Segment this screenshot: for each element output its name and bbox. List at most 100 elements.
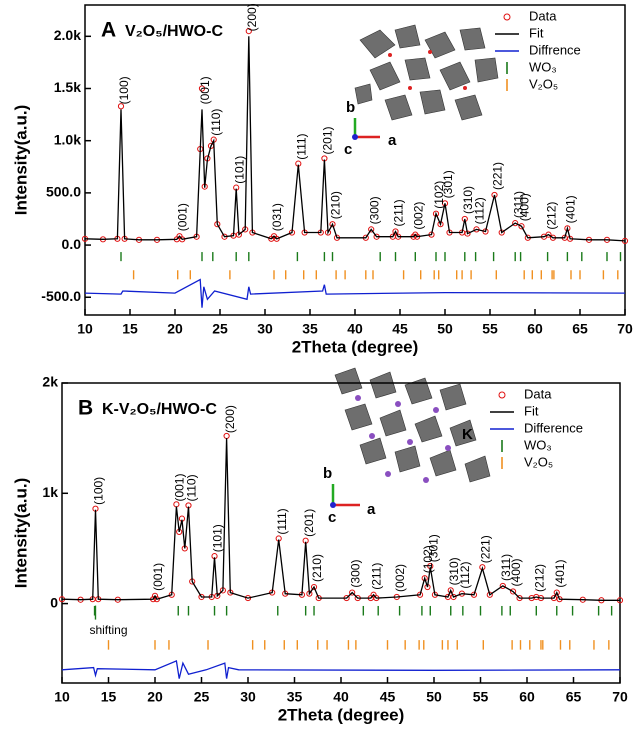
legend-label: Diffrence: [529, 42, 581, 57]
peak-label: (111): [294, 133, 308, 159]
peak-label: (300): [367, 196, 381, 224]
y-tick-label: 1.0k: [54, 131, 81, 147]
y-tick-label: -500.0: [41, 288, 81, 304]
panel-label: A: [101, 19, 116, 42]
peak-label: (400): [518, 193, 532, 221]
x-tick-label: 55: [473, 689, 489, 705]
peak-label: (001): [176, 203, 190, 231]
x-tick-label: 30: [240, 689, 256, 705]
x-tick-label: 65: [566, 689, 582, 705]
x-tick-label: 10: [54, 689, 70, 705]
peak-label: (210): [329, 191, 343, 219]
inset-label: a: [367, 501, 376, 518]
x-tick-label: 45: [380, 689, 396, 705]
y-tick-label: 2.0k: [54, 27, 81, 43]
x-tick-label: 50: [437, 321, 453, 337]
legend-label: Data: [524, 386, 552, 401]
x-tick-label: 50: [426, 689, 442, 705]
peak-label: (100): [117, 76, 131, 104]
y-tick-label: 2k: [42, 374, 58, 390]
legend-label: Fit: [529, 25, 544, 40]
peak-label: (401): [564, 195, 578, 223]
x-tick-label: 70: [612, 689, 628, 705]
x-tick-label: 40: [333, 689, 349, 705]
chart-title: K-V₂O₅/HWO-C: [102, 401, 217, 418]
x-tick-label: 70: [617, 321, 633, 337]
peak-label: (401): [553, 560, 567, 588]
peak-label: (400): [509, 558, 523, 586]
x-tick-label: 15: [122, 321, 138, 337]
peak-label: (211): [392, 199, 406, 226]
legend-label: Data: [529, 8, 557, 23]
peak-label: (111): [275, 508, 289, 534]
peak-label: (300): [348, 560, 362, 588]
legend-swatch: [499, 392, 505, 398]
legend-label: V₂O₅: [524, 454, 553, 469]
y-axis-title: Intensity(a.u.): [11, 478, 30, 589]
peak-label: (002): [411, 202, 425, 230]
x-tick-label: 45: [392, 321, 408, 337]
series-line: [62, 661, 620, 679]
peak-label: (112): [473, 197, 487, 224]
legend-label: WO₃: [529, 59, 557, 74]
y-tick-label: 1.5k: [54, 79, 81, 95]
x-tick-label: 25: [194, 689, 210, 705]
x-tick-label: 35: [302, 321, 318, 337]
peak-label: (002): [393, 564, 407, 592]
peak-label: (301): [441, 170, 455, 198]
inset-label: c: [328, 509, 336, 526]
x-tick-label: 65: [572, 321, 588, 337]
inset-label: b: [323, 465, 332, 482]
y-tick-label: 0: [50, 594, 58, 610]
peak-label: (212): [532, 564, 546, 592]
x-tick-label: 60: [519, 689, 535, 705]
legend-label: Fit: [524, 403, 539, 418]
inset-label: K: [462, 426, 473, 443]
x-tick-label: 40: [347, 321, 363, 337]
peak-label: (200): [245, 3, 259, 31]
x-tick-label: 30: [257, 321, 273, 337]
peak-label: (211): [370, 563, 384, 590]
legend-label: WO₃: [524, 437, 552, 452]
peak-label: (110): [185, 474, 199, 501]
y-tick-label: 500.0: [46, 184, 81, 200]
y-tick-label: 0.0: [62, 236, 82, 252]
inset-label: c: [344, 141, 352, 158]
x-axis-title: 2Theta (degree): [278, 705, 405, 724]
x-tick-label: 55: [482, 321, 498, 337]
peak-label: (001): [198, 76, 212, 104]
axis-triad: [330, 484, 360, 508]
inset-label: b: [346, 99, 355, 116]
x-tick-label: 10: [77, 321, 93, 337]
x-tick-label: 35: [287, 689, 303, 705]
figure: b c a K b c a -500.0 0.0 500.0 1.0k 1.5k 2.0k…: [0, 0, 638, 733]
x-tick-label: 25: [212, 321, 228, 337]
peak-label: (221): [479, 535, 493, 563]
inset-structure: [355, 25, 498, 120]
annotation: shifting: [89, 623, 127, 637]
peak-label: (001): [151, 563, 165, 591]
peak-label: (112): [458, 562, 472, 589]
x-tick-label: 20: [167, 321, 183, 337]
chart-title: V₂O₅/HWO-C: [125, 23, 223, 40]
peak-label: (221): [491, 162, 505, 190]
inset-label: a: [388, 132, 397, 149]
peak-label: (201): [302, 509, 316, 537]
x-tick-label: 60: [527, 321, 543, 337]
peak-label: (200): [223, 405, 237, 433]
y-axis-title: Intensity(a.u.): [11, 105, 30, 216]
peak-label: (031): [270, 203, 284, 231]
panel-label: B: [78, 397, 93, 420]
x-tick-label: 15: [101, 689, 117, 705]
legend-swatch: [504, 14, 510, 20]
y-tick-label: 1k: [42, 484, 58, 500]
peak-label: (101): [211, 524, 225, 552]
legend-label: V₂O₅: [529, 76, 558, 91]
peak-label: (110): [209, 109, 223, 136]
peak-label: (210): [310, 554, 324, 582]
peak-label: (201): [321, 126, 335, 154]
series-line: [85, 280, 625, 308]
axis-triad: [352, 118, 380, 140]
peak-label: (101): [232, 156, 246, 184]
x-tick-label: 20: [147, 689, 163, 705]
